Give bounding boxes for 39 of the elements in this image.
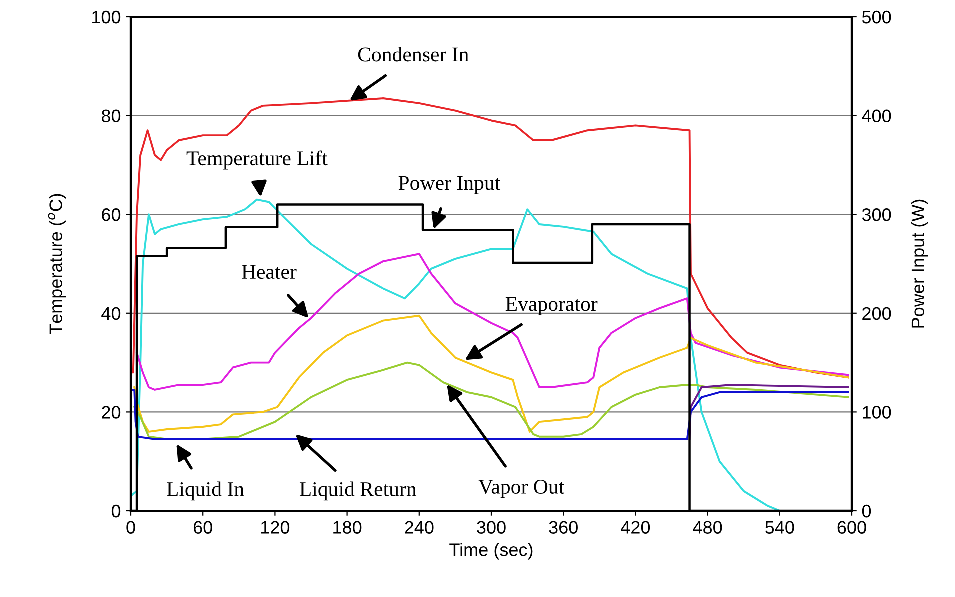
y2-tick-label: 0 bbox=[862, 504, 872, 518]
line-series bbox=[134, 362, 850, 440]
y2-tick-label: 100 bbox=[863, 406, 892, 419]
annotation: Vapor Out bbox=[478, 480, 565, 498]
y-tick-label: 20 bbox=[102, 406, 121, 419]
line-series bbox=[131, 388, 850, 440]
annotation: Liquid In bbox=[167, 482, 244, 501]
y-tick-label: 100 bbox=[92, 10, 121, 24]
line-series bbox=[136, 253, 850, 391]
y-tick-label: 80 bbox=[102, 110, 121, 123]
y-axis-title: Temperature ($^{o}$C) bbox=[48, 194, 66, 335]
annotation: Power Input bbox=[398, 176, 501, 194]
annotation: Heater bbox=[242, 265, 297, 280]
x-tick-label: 240 bbox=[405, 521, 434, 534]
line-series bbox=[134, 314, 850, 433]
x-tick-label: 300 bbox=[477, 521, 506, 534]
x-tick-label: 120 bbox=[262, 521, 290, 534]
annotation: Liquid Return bbox=[300, 482, 417, 501]
y-tick-label: 0 bbox=[112, 504, 121, 518]
x-tick-label: 540 bbox=[766, 521, 794, 534]
x-tick-label: 180 bbox=[334, 521, 362, 534]
y2-tick-label: 200 bbox=[862, 307, 892, 320]
annotation: Condenser In bbox=[358, 47, 469, 62]
line-series bbox=[131, 98, 850, 379]
y-tick-label: 40 bbox=[102, 307, 121, 320]
x-tick-label: 360 bbox=[549, 521, 578, 534]
x-tick-label: 420 bbox=[621, 521, 650, 534]
annotation: Evaporator bbox=[506, 297, 598, 316]
y2-axis-title: Power Input (W) bbox=[911, 200, 928, 328]
y-tick-label: 60 bbox=[102, 208, 121, 222]
annotation: Temperature Lift bbox=[186, 150, 328, 170]
y2-tick-label: 400 bbox=[862, 110, 892, 123]
y2-tick-label: 300 bbox=[862, 208, 892, 222]
y2-tick-label: 500 bbox=[862, 10, 892, 24]
x-tick-label: 600 bbox=[838, 521, 866, 534]
x-axis-title: Time (sec) bbox=[450, 543, 533, 560]
x-tick-label: 0 bbox=[126, 521, 136, 534]
x-tick-label: 60 bbox=[194, 521, 212, 534]
x-tick-label: 480 bbox=[693, 521, 722, 534]
